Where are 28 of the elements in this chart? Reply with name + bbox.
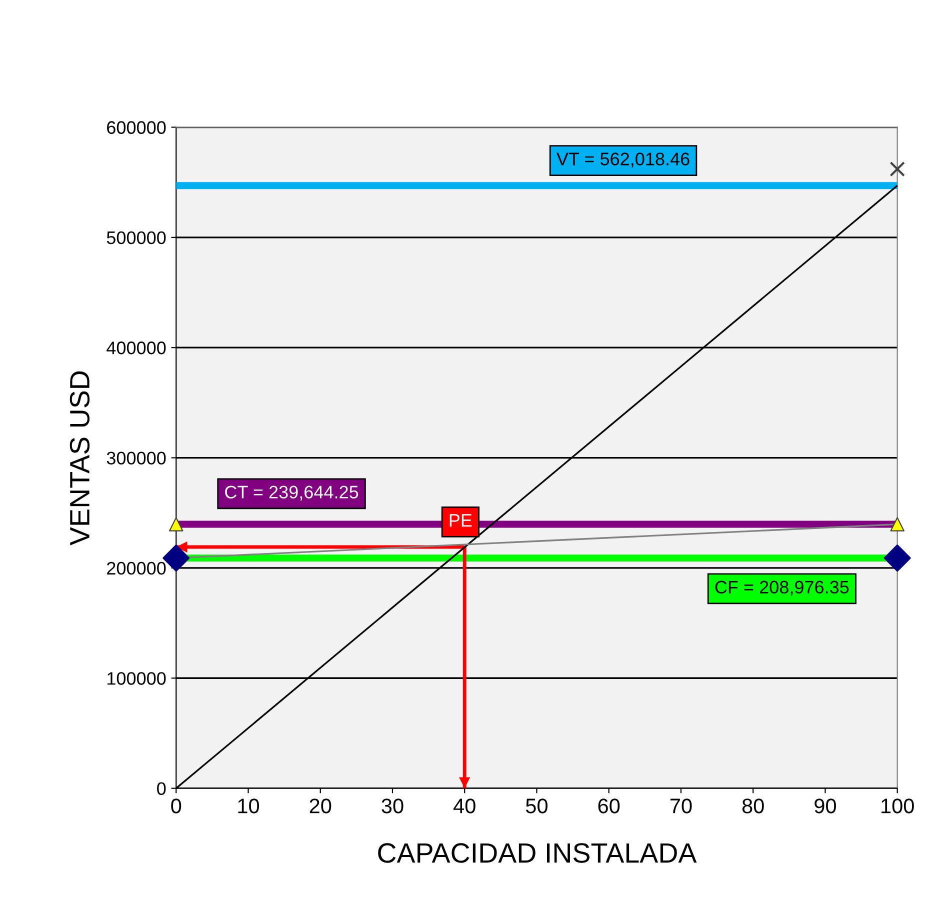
point bbox=[890, 161, 905, 177]
x-tick-label: 100 bbox=[882, 798, 914, 814]
x-tick-label: 0 bbox=[171, 798, 182, 814]
point bbox=[168, 517, 184, 532]
y-tick-label: 200000 bbox=[107, 562, 166, 575]
x-tick-label: 40 bbox=[454, 798, 476, 814]
x-tick-label: 80 bbox=[742, 798, 764, 814]
annotation: PE bbox=[450, 514, 472, 527]
x-tick-label: 30 bbox=[382, 798, 404, 814]
y-tick-label: 600000 bbox=[107, 121, 166, 134]
x-tick-label: 50 bbox=[526, 798, 548, 814]
y-tick-label: 100000 bbox=[108, 672, 166, 685]
annotation: CF = 208,976.35 bbox=[715, 580, 849, 596]
x-tick-label: 20 bbox=[310, 798, 332, 814]
point bbox=[884, 544, 911, 572]
annotation: VT = 562,018.46 bbox=[556, 152, 690, 168]
annotation: CT = 239,644.25 bbox=[225, 486, 358, 501]
x-tick-label: 90 bbox=[814, 798, 836, 814]
y-axis-title: VENTAS USD bbox=[70, 371, 90, 546]
x-tick-label: 70 bbox=[670, 798, 692, 814]
x-axis-title: CAPACIDAD INSTALADA bbox=[378, 843, 697, 863]
point bbox=[890, 517, 904, 532]
y-tick-label: 500000 bbox=[106, 231, 166, 244]
x-tick-label: 60 bbox=[598, 798, 620, 814]
x-tick-label: 10 bbox=[238, 798, 260, 814]
y-tick-label: 300000 bbox=[106, 452, 166, 464]
y-tick-label: 400000 bbox=[106, 342, 166, 354]
y-tick-label: 0 bbox=[157, 782, 166, 796]
